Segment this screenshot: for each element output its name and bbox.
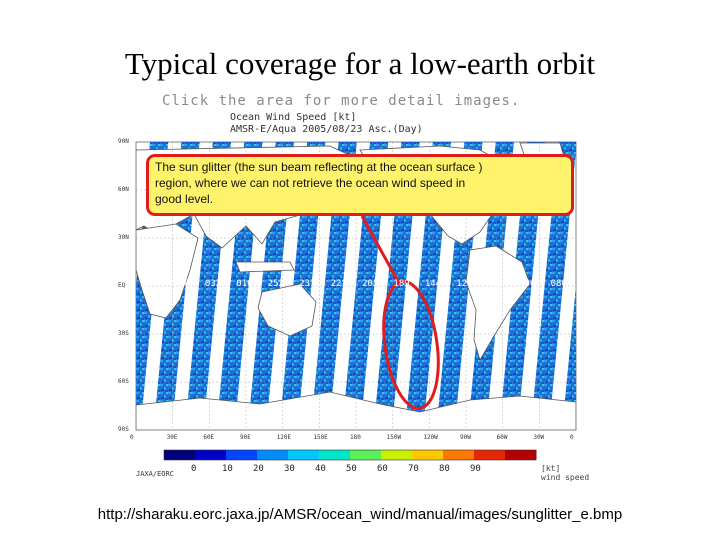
swath-orbit-label: 237: [299, 279, 316, 289]
swath-orbit-label: 016: [236, 279, 253, 289]
colorbar-swatch: [195, 450, 227, 460]
colorbar-swatch: [319, 450, 351, 460]
australia-landmass: [257, 283, 317, 337]
colorbar: [163, 449, 537, 461]
colorbar-tick-label: 70: [408, 464, 419, 474]
colorbar-tick-label: 40: [315, 464, 326, 474]
longitude-label: 0: [570, 434, 574, 441]
callout-line2: region, where we can not retrieve the oc…: [155, 176, 466, 190]
callout-line1: The sun glitter (the sun beam reflecting…: [155, 160, 483, 174]
colorbar-tick-label: 60: [377, 464, 388, 474]
swath-orbit-label: 048: [173, 279, 190, 289]
latitude-label: 30S: [118, 330, 129, 337]
colorbar-swatch: [288, 450, 320, 460]
colorbar-outline: [163, 449, 537, 461]
click-hint: Click the area for more detail images.: [162, 93, 521, 109]
longitude-label: 30W: [533, 434, 545, 441]
colorbar-tick-label: 30: [284, 464, 295, 474]
colorbar-tick-label: 80: [439, 464, 450, 474]
map-title-line2: AMSR-E/Aqua 2005/08/23 Asc.(Day): [230, 124, 423, 135]
colorbar-swatch: [474, 450, 506, 460]
longitude-label: 60E: [203, 434, 215, 441]
slide-title: Typical coverage for a low-earth orbit: [124, 46, 596, 81]
swath-orbit-label: 221: [330, 279, 347, 289]
longitude-label: 60W: [496, 434, 508, 441]
swath-orbit-label: 112: [487, 279, 504, 289]
swath-orbit-label: 144: [424, 279, 442, 289]
colorbar-swatch: [257, 450, 289, 460]
colorbar-swatch: [381, 450, 413, 460]
longitude-label: 180: [350, 434, 361, 441]
colorbar-swatch: [505, 450, 537, 460]
callout-pointer: [360, 215, 402, 286]
latitude-label: 90N: [118, 138, 129, 145]
longitude-label: 90E: [240, 434, 251, 441]
swath-orbit-label: 032: [204, 279, 222, 289]
longitude-label: 90W: [460, 434, 471, 441]
longitude-label: 30E: [166, 434, 178, 441]
map-header: Ocean Wind Speed [kt] AMSR-E/Aqua 2005/0…: [230, 112, 423, 136]
sun-glitter-highlight[interactable]: [376, 278, 445, 412]
colorbar-swatch: [443, 450, 475, 460]
latitude-label: 30N: [118, 234, 129, 241]
swath-orbit-label: 080: [550, 279, 567, 289]
source-url[interactable]: http://sharaku.eorc.jaxa.jp/AMSR/ocean_w…: [97, 506, 623, 523]
swath-orbit-label: 096: [519, 279, 536, 289]
map-title-line1: Ocean Wind Speed [kt]: [230, 112, 357, 123]
swath-orbit-label: 189: [393, 279, 410, 289]
swath-orbit-label: 128: [456, 279, 473, 289]
colorbar-swatch: [350, 450, 382, 460]
colorbar-tick-label: 20: [253, 464, 264, 474]
swath-orbit-label: 205: [362, 279, 379, 289]
africa-landmass: [136, 223, 199, 319]
latitude-label: 60N: [118, 186, 129, 193]
latitude-label: 60S: [118, 378, 129, 385]
colorbar-swatch: [164, 450, 196, 460]
colorbar-tick-label: 90: [470, 464, 481, 474]
indonesia-landmass: [235, 261, 295, 273]
longitude-label: 120E: [276, 434, 292, 441]
sun-glitter-callout: The sun glitter (the sun beam reflecting…: [146, 154, 574, 216]
longitude-label: 0: [130, 434, 134, 441]
longitude-label: 150E: [313, 434, 328, 441]
swath-orbit-label: 252: [267, 279, 284, 289]
swath-orbit-label: 164: [142, 279, 159, 289]
swath-strip: [562, 286, 576, 430]
latitude-label: 90S: [118, 426, 129, 433]
colorbar-tick-label: 0: [191, 464, 197, 474]
map-credit: JAXA/EORC: [136, 470, 174, 478]
colorbar-swatch: [412, 450, 444, 460]
colorbar-tick-label: 50: [346, 464, 357, 474]
longitude-label: 120W: [423, 434, 438, 441]
longitude-label: 150W: [386, 434, 402, 441]
latitude-label: EQ: [118, 282, 126, 289]
colorbar-unit: [kt] wind speed: [541, 464, 590, 482]
callout-line3: good level.: [155, 192, 214, 206]
colorbar-tick-label: 10: [222, 464, 233, 474]
south-america-landmass: [465, 245, 531, 361]
colorbar-swatch: [226, 450, 258, 460]
